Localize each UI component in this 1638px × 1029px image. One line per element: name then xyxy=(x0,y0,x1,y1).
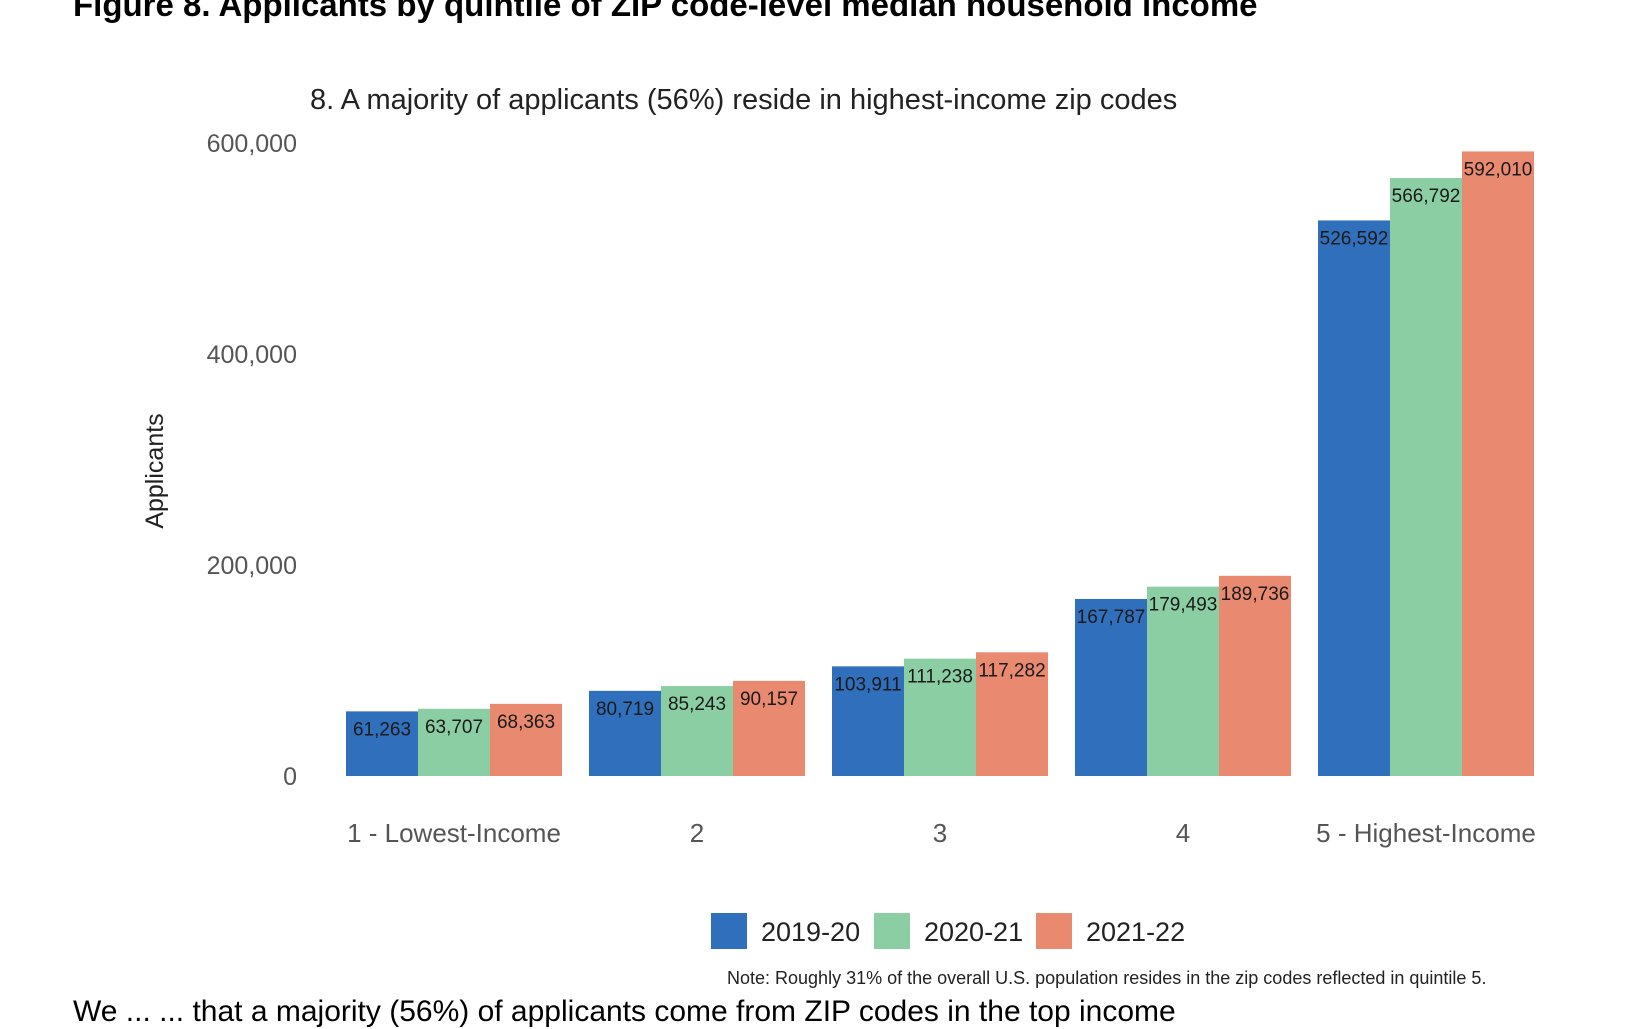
x-axis-ticks: 1 - Lowest-Income 2 3 4 5 - Highest-Income xyxy=(347,818,1536,848)
bar-value-label: 526,592 xyxy=(1320,228,1389,249)
bar-value-label: 566,792 xyxy=(1392,186,1461,207)
x-tick-label: 5 - Highest-Income xyxy=(1316,818,1536,848)
y-tick-label: 600,000 xyxy=(207,130,297,158)
legend-label: 2021-22 xyxy=(1086,917,1185,947)
x-tick-label: 1 - Lowest-Income xyxy=(347,818,561,848)
y-tick-label: 200,000 xyxy=(207,552,297,580)
bar-2020-21-q4 xyxy=(1147,586,1219,776)
x-tick-label: 2 xyxy=(690,818,704,848)
figure-heading: Figure 8. Applicants by quintile of ZIP … xyxy=(73,0,1258,23)
bar-2021-22-q3 xyxy=(976,652,1048,776)
bar-2021-22-q2 xyxy=(733,680,805,776)
bar-value-label: 117,282 xyxy=(978,660,1045,681)
bar-value-label: 63,707 xyxy=(425,717,483,738)
bar-value-label: 90,157 xyxy=(740,689,798,710)
y-axis-ticks: 0 200,000 400,000 600,000 xyxy=(207,130,297,791)
chart-title: 8. A majority of applicants (56%) reside… xyxy=(310,84,1177,116)
x-tick-label: 4 xyxy=(1176,818,1190,848)
bar-2019-20-q2 xyxy=(589,690,661,776)
bar-2021-22-q1 xyxy=(490,703,562,776)
legend-swatch-2020-21 xyxy=(874,913,910,949)
bar-2020-21-q2 xyxy=(661,686,733,776)
footnote: Note: Roughly 31% of the overall U.S. po… xyxy=(727,968,1487,988)
bar-2019-20-q1 xyxy=(346,711,418,776)
bar-2020-21-q1 xyxy=(418,708,490,776)
bar-2019-20-q4 xyxy=(1075,598,1147,776)
body-text-fragment: We ... ... that a majority (56%) of appl… xyxy=(73,995,1176,1028)
bar-value-label: 68,363 xyxy=(497,712,555,733)
legend: 2019-20 2020-21 2021-22 xyxy=(711,913,1185,949)
bar-2021-22-q5 xyxy=(1462,151,1534,776)
bar-2021-22-q4 xyxy=(1219,575,1291,776)
bar-value-label: 85,243 xyxy=(668,694,726,715)
y-tick-label: 0 xyxy=(283,763,297,791)
bar-value-label: 592,010 xyxy=(1464,159,1533,180)
legend-swatch-2021-22 xyxy=(1036,913,1072,949)
legend-label: 2020-21 xyxy=(924,917,1023,947)
bar-value-label: 80,719 xyxy=(596,699,654,720)
bar-2019-20-q3 xyxy=(832,666,904,776)
y-tick-label: 400,000 xyxy=(207,341,297,369)
legend-swatch-2019-20 xyxy=(711,913,747,949)
bar-2019-20-q5 xyxy=(1318,220,1390,776)
x-tick-label: 3 xyxy=(933,818,947,848)
bar-value-label: 167,787 xyxy=(1077,607,1146,628)
bar-2020-21-q3 xyxy=(904,658,976,776)
bar-2020-21-q5 xyxy=(1390,178,1462,777)
bar-value-label: 61,263 xyxy=(353,719,411,740)
bars-group xyxy=(346,151,1534,777)
legend-label: 2019-20 xyxy=(761,917,860,947)
bar-labels-group: 61,263 63,707 68,363 80,719 85,243 90,157 103,… xyxy=(353,159,1532,740)
bar-value-label: 111,238 xyxy=(907,667,973,688)
bar-value-label: 189,736 xyxy=(1221,584,1290,605)
bar-value-label: 179,493 xyxy=(1149,595,1218,616)
bar-value-label: 103,911 xyxy=(834,674,901,695)
y-axis-label: Applicants xyxy=(141,413,169,528)
